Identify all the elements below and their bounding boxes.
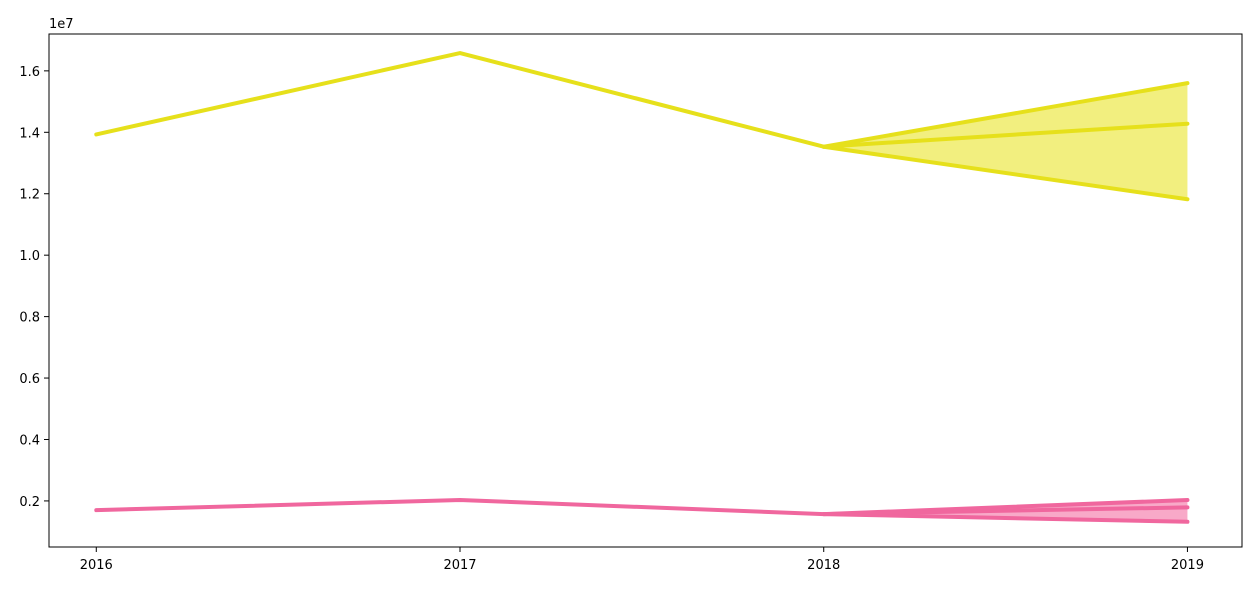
lower-bound-line-0 bbox=[821, 144, 1190, 202]
y-tick-label: 1.2 bbox=[19, 188, 40, 203]
series-lines bbox=[94, 51, 1190, 524]
series-line-1 bbox=[94, 498, 1190, 517]
y-axis: 0.2 0.4 0.6 0.8 1.0 1.2 1.4 1.6 bbox=[19, 65, 49, 510]
y-tick-label: 0.4 bbox=[19, 433, 40, 448]
x-tick-label: 2018 bbox=[807, 558, 840, 573]
y-tick-label: 1.4 bbox=[19, 126, 40, 141]
x-tick-label: 2019 bbox=[1171, 558, 1204, 573]
lower-bound-line-1 bbox=[821, 512, 1190, 524]
plot-area-frame bbox=[48, 33, 1243, 548]
y-tick-label: 0.6 bbox=[19, 372, 40, 387]
series-line-0 bbox=[94, 51, 1190, 149]
forecast-bands bbox=[823, 83, 1188, 522]
x-tick-label: 2016 bbox=[80, 558, 113, 573]
y-tick-label: 1.0 bbox=[19, 249, 40, 264]
x-tick-label: 2017 bbox=[443, 558, 476, 573]
forecast-band-0 bbox=[823, 83, 1188, 200]
x-axis: 2016 2017 2018 2019 bbox=[80, 547, 1204, 573]
y-tick-label: 0.8 bbox=[19, 311, 40, 326]
upper-bound-line-0 bbox=[821, 81, 1190, 149]
y-tick-label: 0.2 bbox=[19, 495, 40, 510]
y-tick-label: 1.6 bbox=[19, 65, 40, 80]
y-axis-offset-label: 1e7 bbox=[49, 17, 74, 32]
